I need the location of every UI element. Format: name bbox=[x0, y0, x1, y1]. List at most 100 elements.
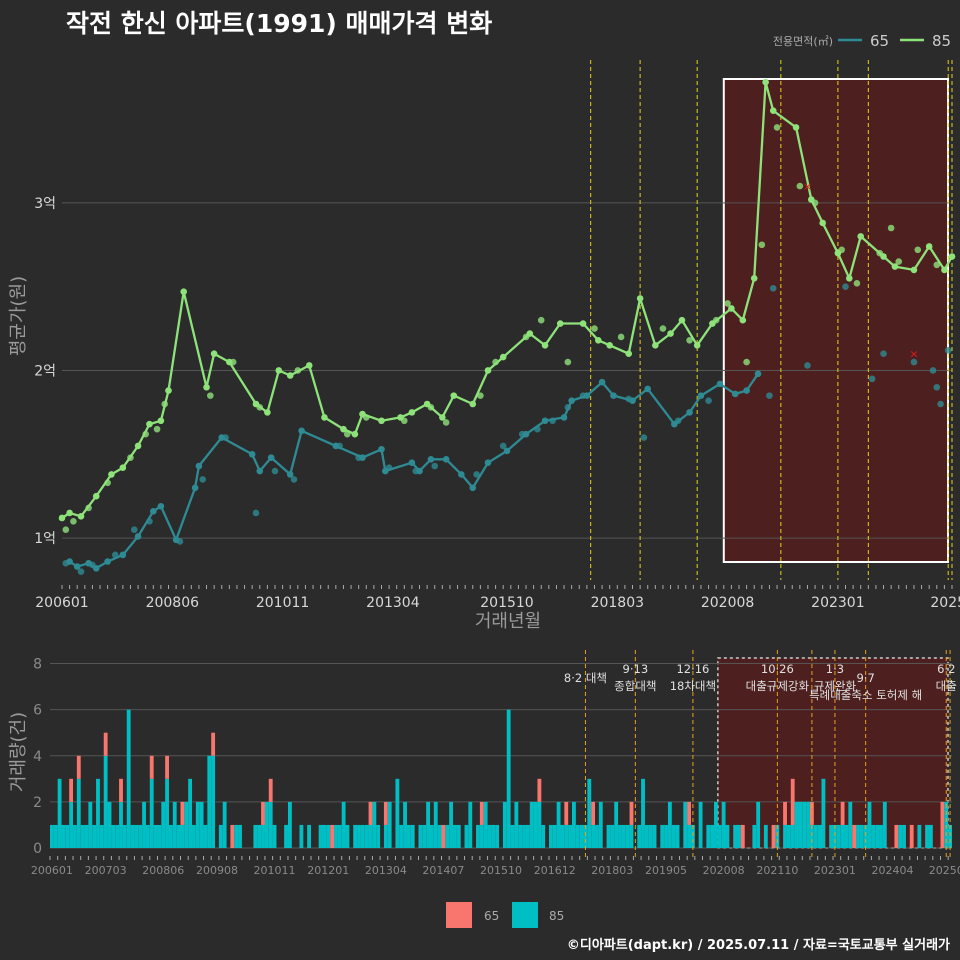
scatter-point-65 bbox=[804, 362, 811, 369]
bar-85 bbox=[84, 824, 89, 848]
bar-85 bbox=[948, 824, 952, 848]
scatter-point-85 bbox=[743, 358, 750, 366]
bar-85 bbox=[149, 778, 154, 848]
line-point-85 bbox=[750, 274, 758, 282]
legend-key-65 bbox=[446, 902, 472, 928]
legend: 전용면적(㎡) 65 85 bbox=[773, 32, 951, 50]
bar-85 bbox=[775, 824, 780, 848]
x-tick-label: 200601 bbox=[31, 864, 73, 877]
x-tick-label: 201201 bbox=[307, 864, 349, 877]
line-point-85 bbox=[359, 410, 366, 418]
line-point-85 bbox=[469, 400, 477, 408]
line-point-65 bbox=[248, 450, 256, 458]
policy-annotation: 대출 bbox=[936, 679, 957, 693]
y-axis-label: 거래량(건) bbox=[8, 712, 29, 792]
line-point-65 bbox=[119, 551, 127, 559]
bar-65 bbox=[69, 778, 74, 802]
scatter-point-85 bbox=[153, 425, 161, 433]
y-tick-label: 3억 bbox=[34, 196, 56, 212]
scatter-point-85 bbox=[758, 241, 766, 249]
bar-85 bbox=[253, 824, 258, 848]
bar-85 bbox=[514, 801, 519, 848]
bar-85 bbox=[687, 824, 691, 848]
bar-85 bbox=[53, 824, 58, 848]
line-point-65 bbox=[686, 409, 693, 416]
bar-85 bbox=[683, 801, 688, 848]
scatter-point-85 bbox=[796, 182, 804, 190]
bar-85 bbox=[637, 824, 642, 848]
bar-85 bbox=[453, 824, 457, 848]
bar-85 bbox=[583, 824, 588, 848]
line-point-65 bbox=[697, 392, 705, 399]
bar-85 bbox=[57, 778, 62, 848]
x-tick-label: 201803 bbox=[591, 595, 644, 611]
bar-85 bbox=[813, 824, 818, 848]
scatter-point-85 bbox=[659, 325, 667, 332]
line-point-85 bbox=[108, 471, 115, 478]
bar-85 bbox=[733, 824, 738, 848]
bar-85 bbox=[840, 824, 845, 848]
bar-85 bbox=[802, 801, 807, 848]
bar-85 bbox=[357, 824, 361, 848]
line-point-85 bbox=[880, 253, 887, 260]
bar-85 bbox=[418, 824, 423, 848]
bar-legend: 65 85 bbox=[446, 902, 564, 928]
line-point-85 bbox=[667, 330, 674, 337]
line-point-65 bbox=[85, 559, 92, 567]
scatter-point-65 bbox=[933, 383, 941, 391]
bar-85 bbox=[698, 801, 703, 848]
bar-65 bbox=[852, 824, 857, 848]
bar-65 bbox=[230, 824, 235, 848]
bar-85 bbox=[487, 824, 492, 848]
line-point-65 bbox=[378, 445, 385, 453]
line-point-65 bbox=[172, 536, 180, 544]
bar-85 bbox=[783, 824, 787, 848]
scatter-point-65 bbox=[130, 526, 138, 534]
scatter-point-85 bbox=[887, 224, 895, 232]
bar-85 bbox=[403, 801, 407, 848]
line-point-65 bbox=[469, 484, 477, 492]
bar-85 bbox=[307, 824, 312, 848]
line-point-85 bbox=[728, 305, 735, 312]
line-point-85 bbox=[165, 387, 172, 394]
line-point-85 bbox=[739, 316, 747, 324]
bar-85 bbox=[667, 801, 672, 848]
bar-85 bbox=[836, 824, 841, 848]
x-tick-label: 200908 bbox=[196, 864, 238, 877]
bar-65 bbox=[441, 824, 446, 848]
bar-85 bbox=[326, 824, 331, 848]
x-axis-label: 거래년월 bbox=[475, 611, 541, 632]
bar-85 bbox=[537, 801, 542, 848]
line-point-85 bbox=[226, 358, 233, 366]
bar-85 bbox=[798, 801, 803, 848]
bar-65 bbox=[268, 778, 273, 802]
bar-85 bbox=[579, 824, 584, 848]
bar-85 bbox=[318, 824, 323, 848]
bar-85 bbox=[510, 824, 515, 848]
bar-85 bbox=[928, 824, 933, 848]
scatter-point-85 bbox=[537, 316, 545, 324]
bar-85 bbox=[88, 801, 93, 848]
line-point-65 bbox=[427, 456, 435, 463]
bar-85 bbox=[433, 801, 438, 848]
bar-85 bbox=[721, 801, 726, 848]
policy-annotation: 9·13 bbox=[623, 662, 649, 676]
bar-85 bbox=[406, 824, 411, 848]
bar-85 bbox=[165, 778, 169, 848]
bar-85 bbox=[541, 824, 546, 848]
bar-85 bbox=[337, 824, 342, 848]
bar-85 bbox=[345, 824, 350, 848]
y-tick-label: 0 bbox=[33, 841, 42, 857]
x-tick-label: 201304 bbox=[365, 864, 407, 877]
policy-annotation: 12·16 bbox=[676, 662, 709, 676]
scatter-point-85 bbox=[564, 358, 572, 366]
legend-label-65: 65 bbox=[870, 32, 889, 50]
bar-85 bbox=[96, 778, 100, 848]
bar-85 bbox=[871, 824, 876, 848]
bar-85 bbox=[238, 824, 242, 848]
bar-85 bbox=[192, 824, 196, 848]
line-point-85 bbox=[157, 417, 165, 425]
bar-85 bbox=[145, 824, 150, 848]
bar-85 bbox=[817, 824, 822, 848]
scatter-point-65 bbox=[431, 462, 439, 470]
